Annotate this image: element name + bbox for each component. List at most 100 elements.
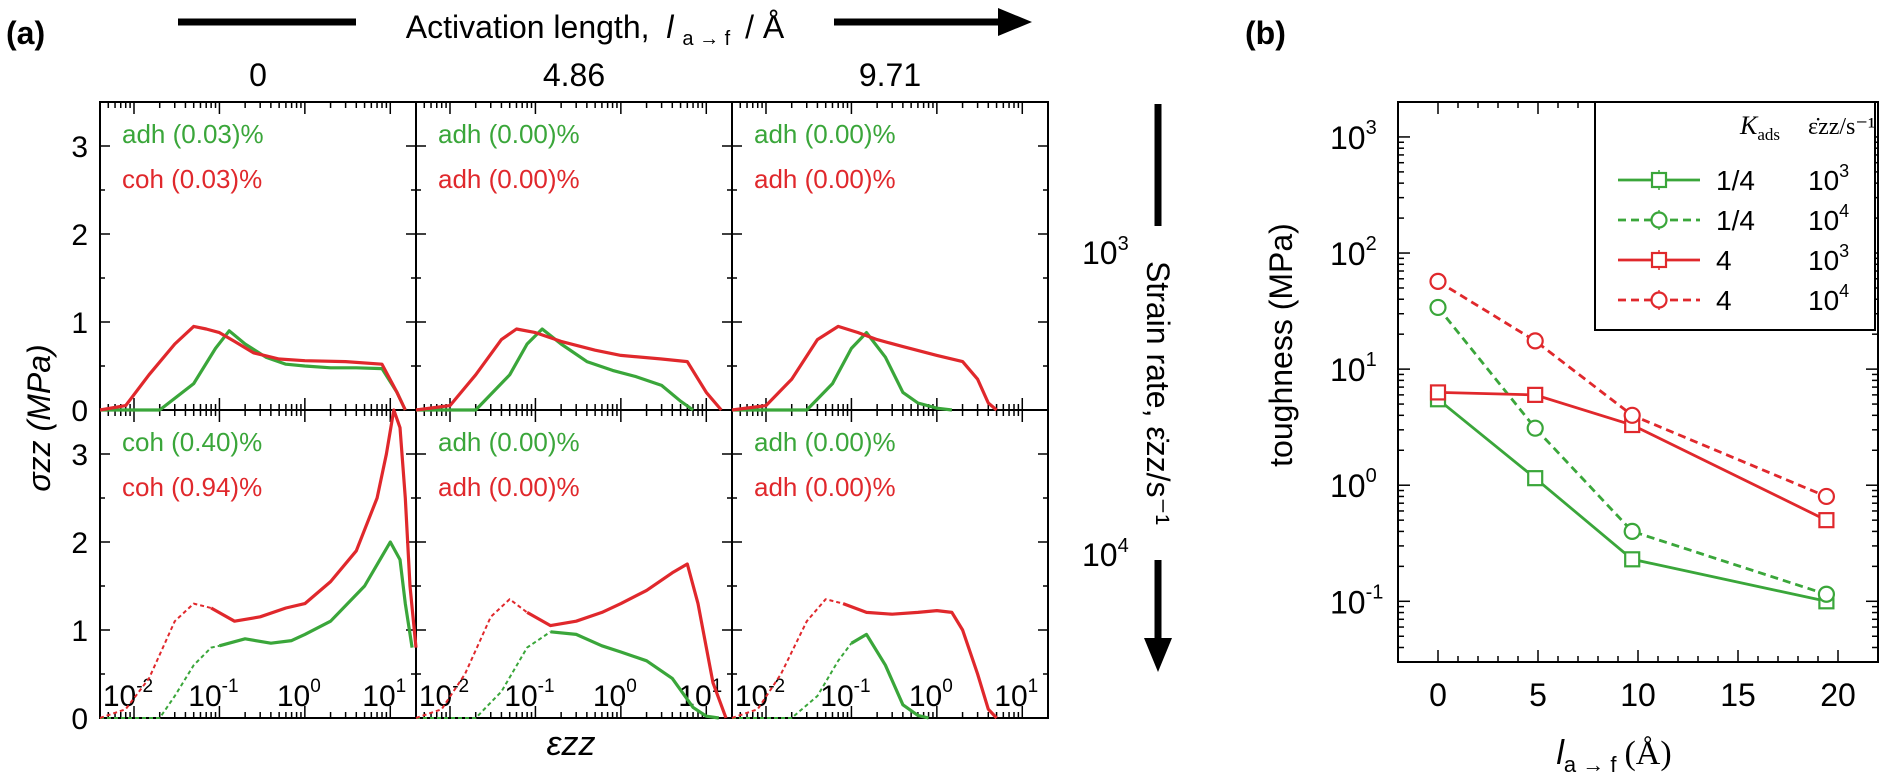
legend-marker	[1650, 171, 1668, 189]
data-point	[1527, 386, 1544, 403]
data-point	[1526, 332, 1544, 350]
subplot-1-2: adh (0.00)% adh (0.00)%	[731, 427, 998, 720]
x-tick-label: 0	[1429, 677, 1447, 713]
x-tick-label-exp: 0	[310, 676, 321, 697]
x-tick-label-base: 10	[593, 680, 626, 713]
subplot-0-1: adh (0.00)% adh (0.00)%	[415, 119, 723, 412]
legend-rate-value: 103	[1808, 161, 1849, 196]
x-tick-label-base: 10	[188, 680, 221, 713]
x-tick-label-exp: -2	[768, 676, 785, 697]
y-tick-label: 100	[1330, 465, 1377, 504]
top-arrow-label-var: l	[666, 9, 674, 45]
y-tick-label-exp: -1	[1366, 581, 1384, 603]
x-tick-label-base: 10	[362, 680, 395, 713]
column-header-1: 4.86	[543, 57, 605, 93]
legend-rate-base: 10	[1808, 205, 1839, 236]
x-tick-label-base: 10	[909, 680, 942, 713]
green-solid-series-line	[218, 540, 414, 648]
x-tick-label-base: 10	[820, 680, 853, 713]
legend-rate-base: 10	[1808, 245, 1839, 276]
legend-k-value: 1/4	[1716, 205, 1755, 236]
red-solid-series-line	[210, 408, 418, 648]
y-tick-label-exp: 1	[1366, 349, 1377, 371]
panel-a-ylabel: σzz (MPa)	[21, 344, 57, 491]
y-tick-label: 103	[1330, 117, 1377, 156]
x-tick-label: 15	[1720, 677, 1756, 713]
subplot-green-annotation: adh (0.00)%	[438, 119, 580, 149]
legend-rate-exp: 4	[1839, 201, 1849, 221]
y-tick-label: 2	[71, 219, 88, 252]
top-arrow-label-prefix: Activation length,	[406, 9, 650, 45]
panel-b-xlabel-unit: (Å)	[1624, 735, 1671, 772]
x-tick-label-base: 10	[419, 680, 452, 713]
y-tick-label-base: 10	[1330, 468, 1366, 504]
x-tick-label-base: 10	[103, 680, 136, 713]
subplot-green-annotation: coh (0.40)%	[122, 427, 262, 457]
x-tick-label-exp: 1	[1028, 676, 1039, 697]
side-arrow: Strain rate, ε̇zz/s⁻¹	[1140, 104, 1176, 672]
subplot-green-annotation: adh (0.03)%	[122, 119, 264, 149]
y-tick-label-base: 10	[1330, 352, 1366, 388]
data-point	[1624, 551, 1641, 568]
x-tick-label-exp: -2	[452, 676, 469, 697]
y-tick-label: 3	[71, 131, 88, 164]
x-tick-label: 100	[277, 676, 321, 713]
green-dashed-series-line	[732, 642, 853, 719]
x-tick-label: 10-1	[820, 676, 870, 713]
legend-rate-exp: 4	[1839, 281, 1849, 301]
legend-header-rate: ε̇zz/s⁻¹	[1808, 114, 1875, 140]
side-arrow-label: Strain rate, ε̇zz/s⁻¹	[1140, 261, 1176, 525]
legend-marker	[1650, 291, 1668, 309]
legend-rate-base: 10	[1808, 165, 1839, 196]
x-tick-label: 10-2	[103, 676, 153, 713]
x-tick-label-base: 10	[277, 680, 310, 713]
legend-rate-value: 104	[1808, 281, 1849, 316]
green-solid-series-line	[550, 630, 720, 720]
subplot-1-0: coh (0.40)% coh (0.94)%	[99, 408, 418, 719]
row-header-0: 103	[1082, 233, 1129, 271]
data-point	[1818, 512, 1835, 529]
series-line	[1436, 306, 1827, 596]
red-dashed-series-line	[99, 602, 212, 719]
x-tick-label-exp: -1	[222, 676, 239, 697]
panel-b-xlabel-sub: a → f	[1564, 752, 1617, 777]
x-tick-label-base: 10	[994, 680, 1027, 713]
data-point	[1817, 585, 1836, 603]
y-tick-label: 101	[1330, 349, 1377, 388]
x-tick-label-base: 10	[735, 680, 768, 713]
legend-k-value: 1/4	[1716, 165, 1755, 196]
legend-header-k-main: K	[1739, 111, 1759, 140]
subplot-frame	[731, 409, 1049, 719]
subplot-red-annotation: adh (0.00)%	[438, 164, 580, 194]
legend-row: 4 104	[1618, 281, 1849, 316]
data-point	[1429, 298, 1447, 317]
x-tick-label: 100	[593, 676, 637, 713]
series-line	[1437, 398, 1827, 603]
subplot-red-annotation: adh (0.00)%	[754, 164, 896, 194]
red-dashed-series-line	[731, 598, 844, 719]
red-solid-series-line	[415, 327, 723, 412]
series-4-10-3	[1429, 384, 1835, 529]
green-solid-series-line	[850, 632, 929, 720]
red-solid-series-line	[842, 602, 998, 720]
top-arrow-label: Activation length, l a → f / Å	[406, 9, 785, 52]
subplot-green-annotation: adh (0.00)%	[754, 427, 896, 457]
row-header-0-exp: 3	[1118, 233, 1129, 255]
x-tick-label-exp: 0	[942, 676, 953, 697]
y-tick-label-exp: 3	[1366, 117, 1377, 139]
x-tick-label-exp: 1	[396, 676, 407, 697]
x-tick-label: 101	[362, 676, 406, 713]
series-4-10-4	[1429, 272, 1836, 506]
green-dashed-series-line	[100, 644, 220, 719]
x-tick-label: 100	[909, 676, 953, 713]
data-point	[1623, 406, 1641, 424]
legend-row: 4 103	[1618, 241, 1849, 276]
legend-row: 1/4 103	[1618, 161, 1849, 196]
subplot-green-annotation: adh (0.00)%	[438, 427, 580, 457]
subplot-red-annotation: adh (0.00)%	[438, 472, 580, 502]
y-tick-label: 10-1	[1330, 581, 1383, 620]
